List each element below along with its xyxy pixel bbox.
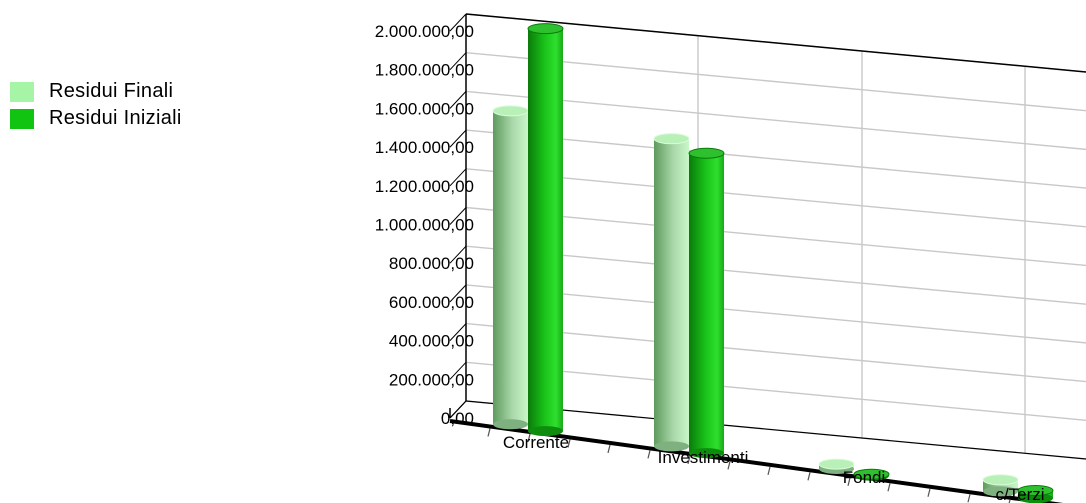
wall-tick (449, 323, 467, 341)
gridline-h (465, 284, 1086, 344)
legend-swatch-residui-finali (10, 81, 34, 102)
wall-tick (449, 168, 467, 187)
gridline-h (465, 129, 1086, 189)
x-tick (607, 444, 611, 454)
x-category-label: c/Terzi (995, 485, 1044, 503)
y-tick-label: 600.000,00 (389, 293, 474, 312)
bar-top (688, 147, 725, 159)
x-axis-line (449, 419, 1064, 503)
y-tick-label: 1.200.000,00 (375, 177, 474, 196)
bar-body (493, 110, 528, 425)
x-category-label: Corrente (503, 433, 569, 452)
wall-tick (449, 361, 467, 380)
bar-top (982, 474, 1019, 486)
wall-tick (449, 129, 467, 148)
y-tick-label: 1.400.000,00 (375, 138, 474, 157)
y-tick-label: 800.000,00 (389, 254, 474, 273)
chart-legend: Residui Finali Residui Iniziali (10, 78, 182, 132)
wall-tick (449, 207, 467, 225)
bars (492, 23, 1054, 503)
x-tick (527, 433, 531, 443)
wall-tick (449, 284, 467, 303)
x-tick (927, 488, 931, 497)
bar-residui-iniziali-cterzi (1017, 484, 1054, 503)
x-tick (487, 428, 491, 437)
bar-residui-iniziali-corrente (527, 23, 564, 437)
x-tick (847, 477, 851, 486)
x-tick (647, 450, 651, 459)
y-tick-label: 1.000.000,00 (375, 216, 474, 235)
bar-top (818, 458, 855, 470)
x-category-label: Investimenti (658, 448, 749, 467)
x-tick (687, 455, 691, 465)
bar-base (1018, 493, 1053, 503)
legend-swatch-residui-iniziali (10, 108, 34, 129)
y-tick-label: 1.800.000,00 (375, 61, 474, 80)
bar-residui-finali-fondi (818, 458, 855, 474)
x-tick (567, 439, 571, 448)
x-tick (1008, 499, 1011, 503)
bar-residui-finali-investimenti (653, 133, 690, 452)
axes (449, 13, 1086, 503)
gridline-h (465, 206, 1086, 267)
wall-tick (449, 13, 467, 32)
x-category-label: Fondi (843, 468, 886, 487)
y-tick-label: 200.000,00 (389, 370, 474, 389)
bar-base (493, 419, 528, 430)
legend-item-residui-finali: Residui Finali (10, 78, 182, 105)
y-tick-label: 2.000.000,00 (375, 22, 474, 41)
bar-top (853, 468, 890, 480)
labels: 0,00 200.000,00 400.000,00 600.000,00 800.00… (375, 22, 1045, 503)
x-tick (967, 494, 971, 503)
gridline-h (465, 90, 1086, 151)
wall-tick (449, 245, 467, 264)
bar-body (654, 138, 689, 447)
legend-label-residui-finali: Residui Finali (49, 80, 174, 102)
bar-residui-iniziali-fondi (853, 468, 890, 481)
bar-top (492, 105, 529, 117)
gridline-h (465, 322, 1086, 383)
y-tick-label: 400.000,00 (389, 332, 474, 351)
legend-item-residui-iniziali: Residui Iniziali (10, 105, 182, 132)
x-tick (807, 472, 811, 481)
bar-base (983, 486, 1018, 497)
x-tick (727, 461, 731, 470)
back-base-edge (465, 400, 1086, 460)
bar-body (983, 479, 1018, 492)
gridline-h (465, 361, 1086, 421)
bar-top (1017, 484, 1054, 496)
back-top-edge (465, 13, 1086, 73)
bar-residui-finali-corrente (492, 105, 529, 430)
floor-left-edge (449, 400, 467, 419)
gridline-h (465, 168, 1086, 228)
legend-label-residui-iniziali: Residui Iniziali (49, 107, 182, 129)
bar-body (528, 28, 563, 432)
gridline-h (465, 245, 1086, 305)
y-tick-label: 1.600.000,00 (375, 99, 474, 118)
wall-tick (449, 91, 467, 109)
bar-top (653, 133, 690, 145)
bar-base (528, 426, 563, 437)
y-tick-label: 0,00 (441, 409, 474, 428)
x-tick (767, 466, 771, 475)
x-tick (887, 483, 891, 492)
bar-base (654, 441, 689, 452)
bar-base (689, 448, 724, 459)
bar-top (527, 23, 564, 35)
wall-tick (449, 52, 467, 71)
bar-residui-iniziali-investimenti (688, 147, 725, 459)
bar-residui-finali-cterzi (982, 474, 1019, 497)
bar-body (689, 153, 724, 454)
gridline-h (465, 52, 1086, 112)
